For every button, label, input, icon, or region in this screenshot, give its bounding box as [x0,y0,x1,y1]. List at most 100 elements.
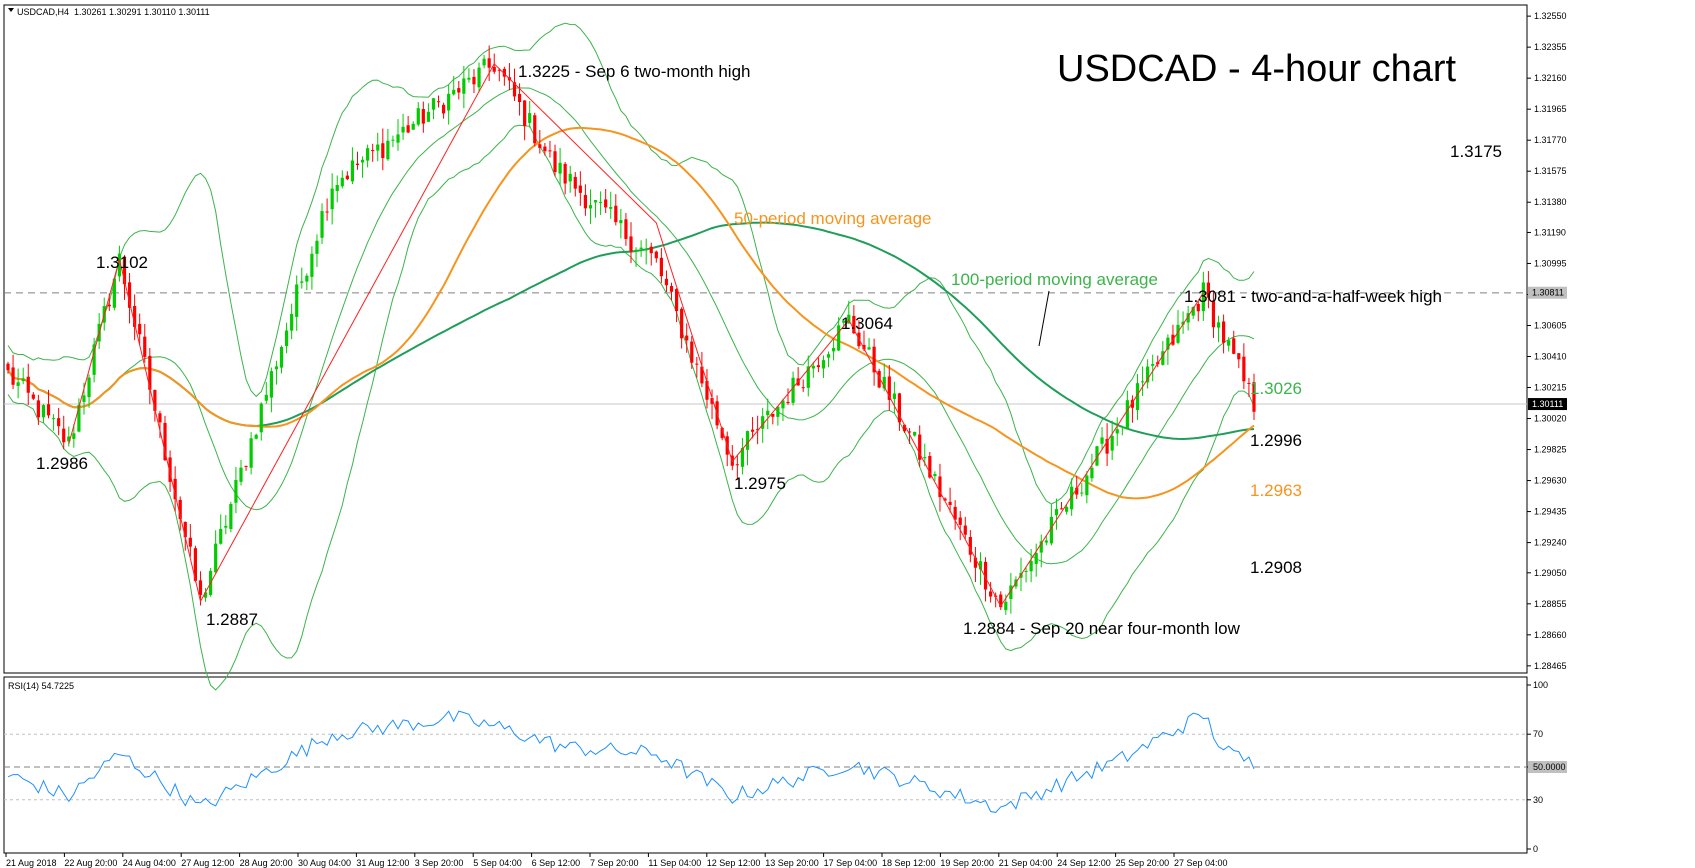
candle [1024,567,1028,583]
candle [279,345,284,374]
time-tick-label: 27 Aug 12:00 [181,858,234,868]
ma100-label: 100-period moving average [951,270,1158,289]
candle [685,323,689,353]
candle [928,452,932,479]
candle [1140,366,1145,397]
candle [907,428,912,444]
time-tick-label: 25 Sep 20:00 [1116,858,1170,868]
annotation-1-2996: 1.2996 [1250,431,1302,450]
bb-middle [7,87,1255,565]
candle [507,63,512,91]
candle [117,245,122,282]
rsi-tick-label: 0 [1533,844,1538,854]
candle [872,338,876,386]
time-tick-label: 6 Sep 12:00 [532,858,581,868]
annotation-1-2887: 1.2887 [206,610,258,629]
candle [963,516,967,540]
candle [178,496,182,531]
candle [214,530,218,574]
candle [234,466,238,514]
candle [457,80,461,100]
candle [366,144,370,168]
candle [649,242,653,266]
candle [143,324,147,363]
candle [436,95,441,108]
time-tick-label: 31 Aug 12:00 [356,858,409,868]
candle [1029,549,1033,583]
annotation-two-month-high: 1.3225 - Sep 6 two-month high [518,62,750,81]
candle [127,272,132,324]
candle [1049,504,1053,546]
dropdown-triangle-icon[interactable] [8,8,14,12]
candle [1009,572,1013,614]
candle [487,45,491,82]
candle [938,463,942,512]
candle [953,500,957,530]
time-tick-label: 13 Sep 20:00 [765,858,819,868]
candle [826,351,831,368]
candle [533,112,537,147]
price-tick-label: 1.29630 [1534,476,1567,486]
time-tick-label: 12 Sep 12:00 [707,858,761,868]
candle [290,303,294,340]
candle [791,371,795,406]
candle [335,175,339,203]
candlesticks [6,45,1256,615]
ma100-pointer [1038,290,1050,347]
candle [989,582,993,603]
candle [26,363,30,405]
price-tick-label: 1.32550 [1534,11,1567,21]
candle [92,337,96,383]
candle [320,203,324,244]
candle [1242,343,1246,390]
candle [158,410,162,439]
candle [350,147,355,185]
candle [558,147,562,186]
candle [1085,471,1089,504]
candle [740,437,745,475]
candle [913,431,917,437]
candle [229,501,233,533]
candle [1110,420,1114,461]
candle [41,404,46,423]
price-tick-label: 1.31770 [1534,135,1567,145]
candle [801,379,805,392]
candle [1044,535,1048,546]
rsi-axis: 100 70 50.0000 30 0 [1527,680,1567,854]
candle [1211,290,1216,338]
rsi-tick-label: 100 [1533,680,1548,690]
candle [264,382,268,404]
candle [406,116,410,134]
time-axis: 21 Aug 2018 22 Aug 20:00 24 Aug 04:00 27 Au… [5,853,1228,868]
candle [219,514,223,545]
price-tick-label: 1.30215 [1534,383,1567,393]
candle [1100,427,1104,451]
candle [239,459,243,486]
candle [305,273,309,291]
time-tick-label: 7 Sep 20:00 [590,858,639,868]
candle [553,144,557,177]
zigzag-line [68,62,1204,608]
time-tick-label: 24 Sep 12:00 [1057,858,1111,868]
candle [745,430,750,466]
candle [295,275,299,331]
candle [918,425,922,467]
bollinger-bands [7,22,1255,691]
candle [1151,354,1155,382]
candle [1227,337,1231,352]
candle [548,140,552,158]
candle [1120,425,1124,436]
candle [609,191,613,219]
candle [973,546,978,583]
rsi-line [7,710,1255,813]
candle [599,191,603,215]
annotation-four-month-low: 1.2884 - Sep 20 near four-month low [963,619,1241,638]
candle [958,511,962,541]
candle [472,69,476,94]
candle [1064,504,1069,515]
ma50-line [7,126,1255,500]
candle [705,369,709,409]
candle [300,267,304,289]
candle [634,247,638,267]
